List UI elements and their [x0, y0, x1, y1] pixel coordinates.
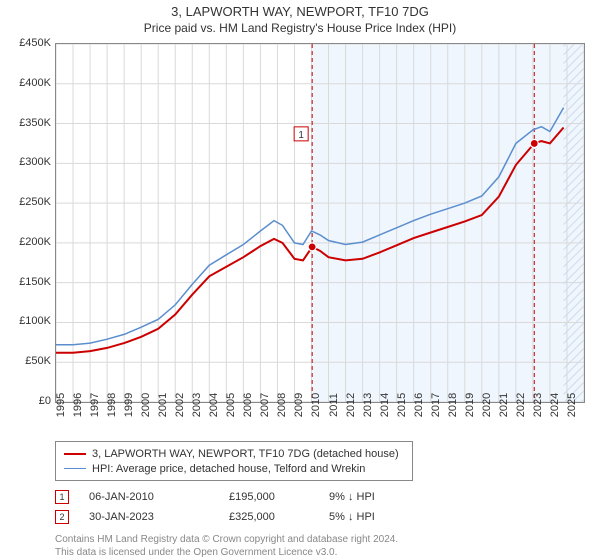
legend-box: 3, LAPWORTH WAY, NEWPORT, TF10 7DG (deta… — [55, 441, 413, 481]
x-tick-label: 2018 — [447, 393, 459, 417]
x-tick-label: 2005 — [225, 393, 237, 417]
legend-label: 3, LAPWORTH WAY, NEWPORT, TF10 7DG (deta… — [92, 448, 399, 460]
x-tick-label: 2023 — [532, 393, 544, 417]
x-tick-label: 2012 — [345, 393, 357, 417]
x-tick-label: 1997 — [89, 393, 101, 417]
x-tick-label: 2017 — [430, 393, 442, 417]
y-tick-label: £100K — [19, 315, 51, 327]
x-tick-label: 1996 — [72, 393, 84, 417]
x-tick-label: 2014 — [379, 393, 391, 417]
y-tick-label: £50K — [25, 355, 51, 367]
x-tick-label: 2016 — [413, 393, 425, 417]
legend-item: HPI: Average price, detached house, Telf… — [64, 461, 404, 476]
footer-line-2: This data is licensed under the Open Gov… — [55, 546, 600, 559]
footer-line-1: Contains HM Land Registry data © Crown c… — [55, 533, 600, 546]
annotation-row: 2 30-JAN-2023 £325,000 5% ↓ HPI — [55, 507, 600, 527]
plot-frame: 12 — [55, 43, 585, 403]
x-tick-label: 2020 — [481, 393, 493, 417]
annotation-marker: 1 — [55, 490, 69, 504]
x-tick-label: 2015 — [396, 393, 408, 417]
annotation-date: 30-JAN-2023 — [89, 511, 209, 523]
legend-label: HPI: Average price, detached house, Telf… — [92, 463, 365, 475]
annotation-date: 06-JAN-2010 — [89, 491, 209, 503]
y-tick-label: £0 — [39, 395, 51, 407]
y-tick-label: £200K — [19, 236, 51, 248]
x-tick-label: 2024 — [549, 393, 561, 417]
annotation-diff: 5% ↓ HPI — [329, 511, 409, 523]
y-tick-label: £350K — [19, 117, 51, 129]
annotation-row: 1 06-JAN-2010 £195,000 9% ↓ HPI — [55, 487, 600, 507]
y-tick-label: £300K — [19, 156, 51, 168]
y-tick-label: £400K — [19, 77, 51, 89]
y-tick-label: £250K — [19, 196, 51, 208]
x-tick-label: 1999 — [123, 393, 135, 417]
x-tick-label: 2001 — [157, 393, 169, 417]
x-tick-label: 2006 — [242, 393, 254, 417]
title-line-2: Price paid vs. HM Land Registry's House … — [0, 21, 600, 35]
x-tick-label: 2003 — [191, 393, 203, 417]
legend-swatch — [64, 453, 86, 455]
x-tick-label: 2010 — [310, 393, 322, 417]
annotation-marker: 2 — [55, 510, 69, 524]
annotation-diff: 9% ↓ HPI — [329, 491, 409, 503]
x-tick-label: 2009 — [293, 393, 305, 417]
x-tick-label: 2025 — [566, 393, 578, 417]
x-tick-label: 1998 — [106, 393, 118, 417]
x-tick-label: 2002 — [174, 393, 186, 417]
title-line-1: 3, LAPWORTH WAY, NEWPORT, TF10 7DG — [0, 4, 600, 19]
plot-svg: 12 — [56, 44, 584, 402]
x-tick-label: 2007 — [259, 393, 271, 417]
x-tick-label: 2004 — [208, 393, 220, 417]
annotation-price: £325,000 — [229, 511, 309, 523]
x-tick-label: 2008 — [276, 393, 288, 417]
legend-item: 3, LAPWORTH WAY, NEWPORT, TF10 7DG (deta… — [64, 446, 404, 461]
x-tick-label: 2021 — [498, 393, 510, 417]
x-tick-label: 2022 — [515, 393, 527, 417]
x-tick-label: 2013 — [362, 393, 374, 417]
chart-area: 12 £0£50K£100K£150K£200K£250K£300K£350K£… — [55, 43, 585, 403]
footer-attribution: Contains HM Land Registry data © Crown c… — [55, 533, 600, 559]
legend-swatch — [64, 468, 86, 469]
svg-text:1: 1 — [298, 130, 304, 141]
y-tick-label: £150K — [19, 276, 51, 288]
x-tick-label: 2000 — [140, 393, 152, 417]
x-tick-label: 2011 — [328, 393, 340, 417]
annotation-table: 1 06-JAN-2010 £195,000 9% ↓ HPI 2 30-JAN-2023… — [55, 487, 600, 527]
chart-title-block: 3, LAPWORTH WAY, NEWPORT, TF10 7DG Price… — [0, 0, 600, 35]
y-tick-label: £450K — [19, 37, 51, 49]
x-tick-label: 2019 — [464, 393, 476, 417]
x-tick-label: 1995 — [55, 393, 67, 417]
annotation-price: £195,000 — [229, 491, 309, 503]
